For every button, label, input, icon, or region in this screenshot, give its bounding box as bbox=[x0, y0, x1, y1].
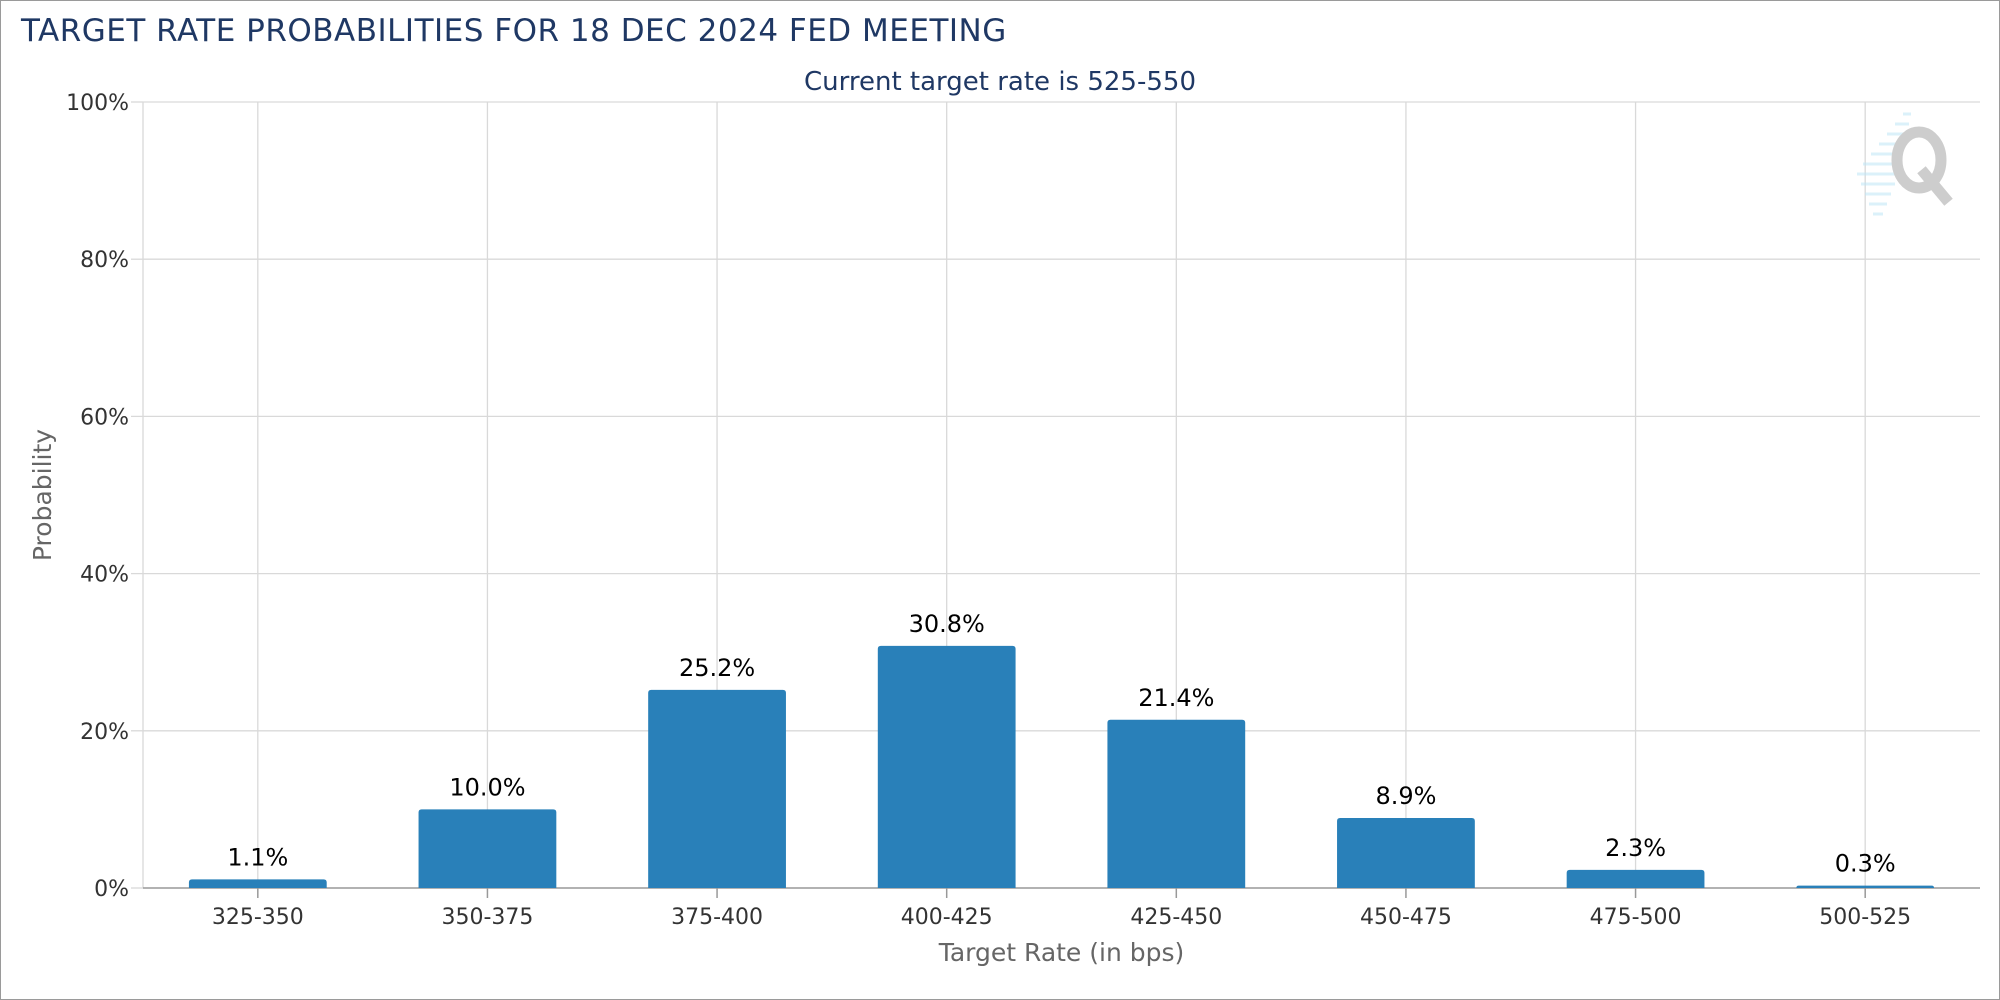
labels: 0% 20% 40% 60% 80% 100% 1.1% 325-350 10.0% 350-37… bbox=[28, 67, 1911, 967]
bar-450-475 bbox=[1337, 818, 1475, 888]
bars bbox=[188, 645, 1935, 888]
data-label: 25.2% bbox=[679, 654, 755, 682]
bar-325-350 bbox=[188, 879, 327, 888]
x-tick-label: 325-350 bbox=[212, 905, 304, 930]
x-tick-label: 500-525 bbox=[1819, 905, 1911, 930]
bar-425-450 bbox=[1107, 719, 1246, 888]
y-tick-label: 100% bbox=[66, 91, 129, 116]
data-label: 21.4% bbox=[1138, 684, 1214, 712]
data-label: 8.9% bbox=[1375, 782, 1436, 810]
x-tick-label: 400-425 bbox=[901, 905, 993, 930]
x-tick-label: 450-475 bbox=[1360, 905, 1452, 930]
bar-400-425 bbox=[877, 645, 1016, 888]
y-axis-title: Probability bbox=[28, 429, 57, 561]
axes bbox=[142, 102, 1980, 898]
q-logo-watermark bbox=[1857, 112, 1953, 216]
y-tick-label: 0% bbox=[94, 877, 129, 902]
chart-subtitle: Current target rate is 525-550 bbox=[804, 67, 1196, 97]
x-axis-title: Target Rate (in bps) bbox=[938, 938, 1185, 967]
y-tick-label: 60% bbox=[80, 405, 129, 430]
x-tick-label: 375-400 bbox=[671, 905, 763, 930]
bar-375-400 bbox=[648, 689, 786, 888]
data-label: 30.8% bbox=[909, 610, 985, 638]
bar-500-525 bbox=[1796, 885, 1935, 888]
x-tick-label: 425-450 bbox=[1130, 905, 1222, 930]
data-label: 0.3% bbox=[1835, 850, 1896, 878]
chart-title: TARGET RATE PROBABILITIES FOR 18 DEC 202… bbox=[21, 13, 1007, 49]
bar-475-500 bbox=[1566, 869, 1705, 888]
data-label: 10.0% bbox=[449, 773, 525, 801]
x-tick-label: 350-375 bbox=[441, 905, 533, 930]
y-tick-label: 80% bbox=[80, 248, 129, 273]
gridlines bbox=[131, 101, 1980, 889]
y-tick-label: 20% bbox=[80, 720, 129, 745]
y-tick-label: 40% bbox=[80, 563, 129, 588]
bar-350-375 bbox=[418, 809, 557, 888]
data-label: 2.3% bbox=[1605, 834, 1666, 862]
x-tick-label: 475-500 bbox=[1590, 905, 1682, 930]
data-label: 1.1% bbox=[227, 843, 288, 871]
